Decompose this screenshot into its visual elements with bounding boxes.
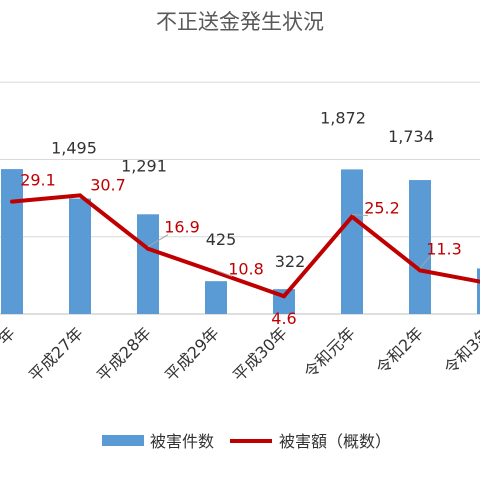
x-axis-ticks: 年平成27年 平成28年 平成29年 平成30年 令和元年 令和2年 令和3年 — [0, 323, 480, 385]
amount-data-label: 25.2 — [364, 199, 400, 218]
count-data-label: 322 — [275, 252, 306, 271]
amount-series-line — [11, 193, 480, 299]
amount-data-label: 11.3 — [426, 239, 462, 258]
legend-label-count: 被害件数 — [150, 432, 214, 451]
legend: 被害件数 被害額（概数） — [102, 432, 391, 451]
count-data-label: 1,872 — [320, 108, 366, 127]
count-bar — [69, 198, 91, 314]
count-bar — [477, 268, 480, 314]
count-bar — [1, 169, 23, 314]
data-labels: 1,4951,2914253221,8721,734529.130.716.91… — [20, 108, 462, 328]
label-leader-line — [419, 256, 431, 269]
x-tick-label: 平成27年 — [25, 323, 87, 385]
amount-point — [146, 246, 150, 251]
amount-point — [78, 193, 82, 198]
count-bar — [205, 281, 227, 314]
count-bar — [341, 169, 363, 314]
x-tick-label: 平成30年 — [229, 323, 291, 385]
count-data-label: 1,495 — [51, 139, 97, 158]
amount-data-label: 10.8 — [228, 259, 264, 278]
chart-title: 不正送金発生状況 — [156, 10, 324, 34]
label-leader-line — [215, 269, 233, 277]
legend-swatch-count — [102, 435, 144, 446]
amount-line — [10, 193, 480, 299]
label-leader-line — [147, 234, 169, 248]
amount-data-label: 29.1 — [20, 171, 56, 190]
x-tick-label: 年 — [0, 323, 19, 348]
x-tick-label: 令和元年 — [300, 323, 359, 382]
x-tick-label: 平成28年 — [93, 323, 155, 385]
amount-data-label: 4.6 — [271, 309, 296, 328]
count-bar — [137, 214, 159, 314]
count-data-label: 425 — [206, 230, 237, 249]
label-leader-line — [351, 214, 369, 217]
legend-label-amount: 被害額（概数） — [279, 432, 391, 451]
x-tick-label: 令和2年 — [372, 323, 427, 378]
amount-point — [214, 270, 218, 275]
amount-point — [282, 294, 286, 299]
amount-point — [418, 268, 422, 273]
count-data-label: 1,291 — [121, 156, 167, 175]
amount-data-label: 30.7 — [90, 175, 126, 194]
count-bar — [409, 180, 431, 314]
count-data-label: 1,734 — [388, 127, 434, 146]
amount-point — [350, 214, 354, 219]
amount-point — [10, 199, 14, 204]
count-bars — [1, 169, 480, 314]
amount-data-label: 16.9 — [164, 218, 200, 237]
x-tick-label: 令和3年 — [440, 323, 480, 378]
x-tick-label: 平成29年 — [161, 323, 223, 385]
